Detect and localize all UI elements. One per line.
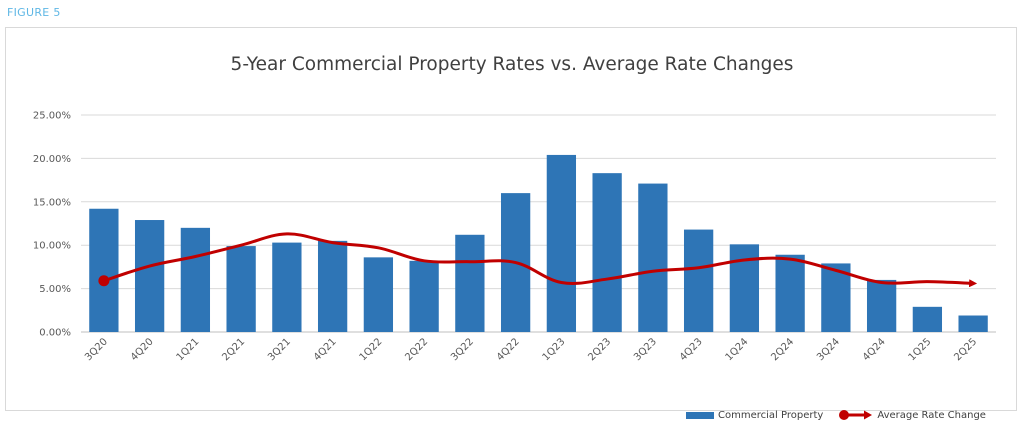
x-tick-label: 1Q24 bbox=[724, 336, 751, 363]
x-tick-label: 4Q20 bbox=[129, 336, 156, 363]
x-tick-label: 2Q23 bbox=[586, 336, 613, 363]
figure-label: FIGURE 5 bbox=[7, 6, 61, 19]
chart-plot: 0.00% 5.00% 10.00% 15.00% 20.00% 25.00% 3Q20 4Q… bbox=[6, 28, 1018, 412]
x-tick-label: 2Q24 bbox=[769, 336, 796, 363]
bar bbox=[318, 241, 347, 332]
bar bbox=[775, 255, 804, 332]
bar bbox=[638, 184, 667, 332]
bar bbox=[913, 307, 942, 332]
y-tick-label: 10.00% bbox=[33, 241, 71, 252]
x-tick-label: 4Q22 bbox=[495, 336, 522, 363]
bar bbox=[226, 246, 255, 332]
bar bbox=[409, 261, 438, 332]
chart-container: 5-Year Commercial Property Rates vs. Ave… bbox=[5, 27, 1017, 411]
bar bbox=[364, 257, 393, 332]
x-tick-label: 1Q25 bbox=[907, 336, 934, 363]
legend-swatch-bar bbox=[686, 412, 714, 419]
legend: Commercial Property Average Rate Change bbox=[686, 409, 1000, 421]
x-tick-label: 2Q25 bbox=[952, 336, 979, 363]
bar bbox=[272, 243, 301, 332]
x-tick-label: 3Q20 bbox=[83, 336, 110, 363]
bar bbox=[867, 280, 896, 332]
bar bbox=[730, 244, 759, 332]
x-tick-label: 2Q21 bbox=[220, 336, 247, 363]
bar bbox=[455, 235, 484, 332]
x-tick-label: 4Q23 bbox=[678, 336, 705, 363]
x-tick-label: 3Q21 bbox=[266, 336, 293, 363]
x-tick-label: 3Q22 bbox=[449, 336, 476, 363]
bar bbox=[135, 220, 164, 332]
x-tick-label: 3Q24 bbox=[815, 336, 842, 363]
x-tick-label: 1Q22 bbox=[358, 336, 385, 363]
line-start-marker bbox=[98, 275, 109, 286]
y-tick-label: 25.00% bbox=[33, 111, 71, 122]
y-tick-label: 20.00% bbox=[33, 154, 71, 165]
legend-item-average-rate-change: Average Rate Change bbox=[837, 409, 986, 421]
bar bbox=[684, 230, 713, 332]
y-tick-label: 0.00% bbox=[39, 328, 71, 339]
x-tick-label: 1Q21 bbox=[175, 336, 202, 363]
x-tick-label: 2Q22 bbox=[403, 336, 430, 363]
y-tick-label: 15.00% bbox=[33, 197, 71, 208]
bar bbox=[181, 228, 210, 332]
legend-swatch-line bbox=[837, 409, 873, 421]
bar bbox=[592, 173, 621, 332]
x-tick-label: 1Q23 bbox=[541, 336, 568, 363]
y-tick-label: 5.00% bbox=[39, 284, 71, 295]
bar bbox=[547, 155, 576, 332]
x-tick-label: 3Q23 bbox=[632, 336, 659, 363]
x-tick-label: 4Q21 bbox=[312, 336, 339, 363]
bar bbox=[958, 316, 987, 332]
bar bbox=[89, 209, 118, 332]
x-tick-label: 4Q24 bbox=[861, 336, 888, 363]
